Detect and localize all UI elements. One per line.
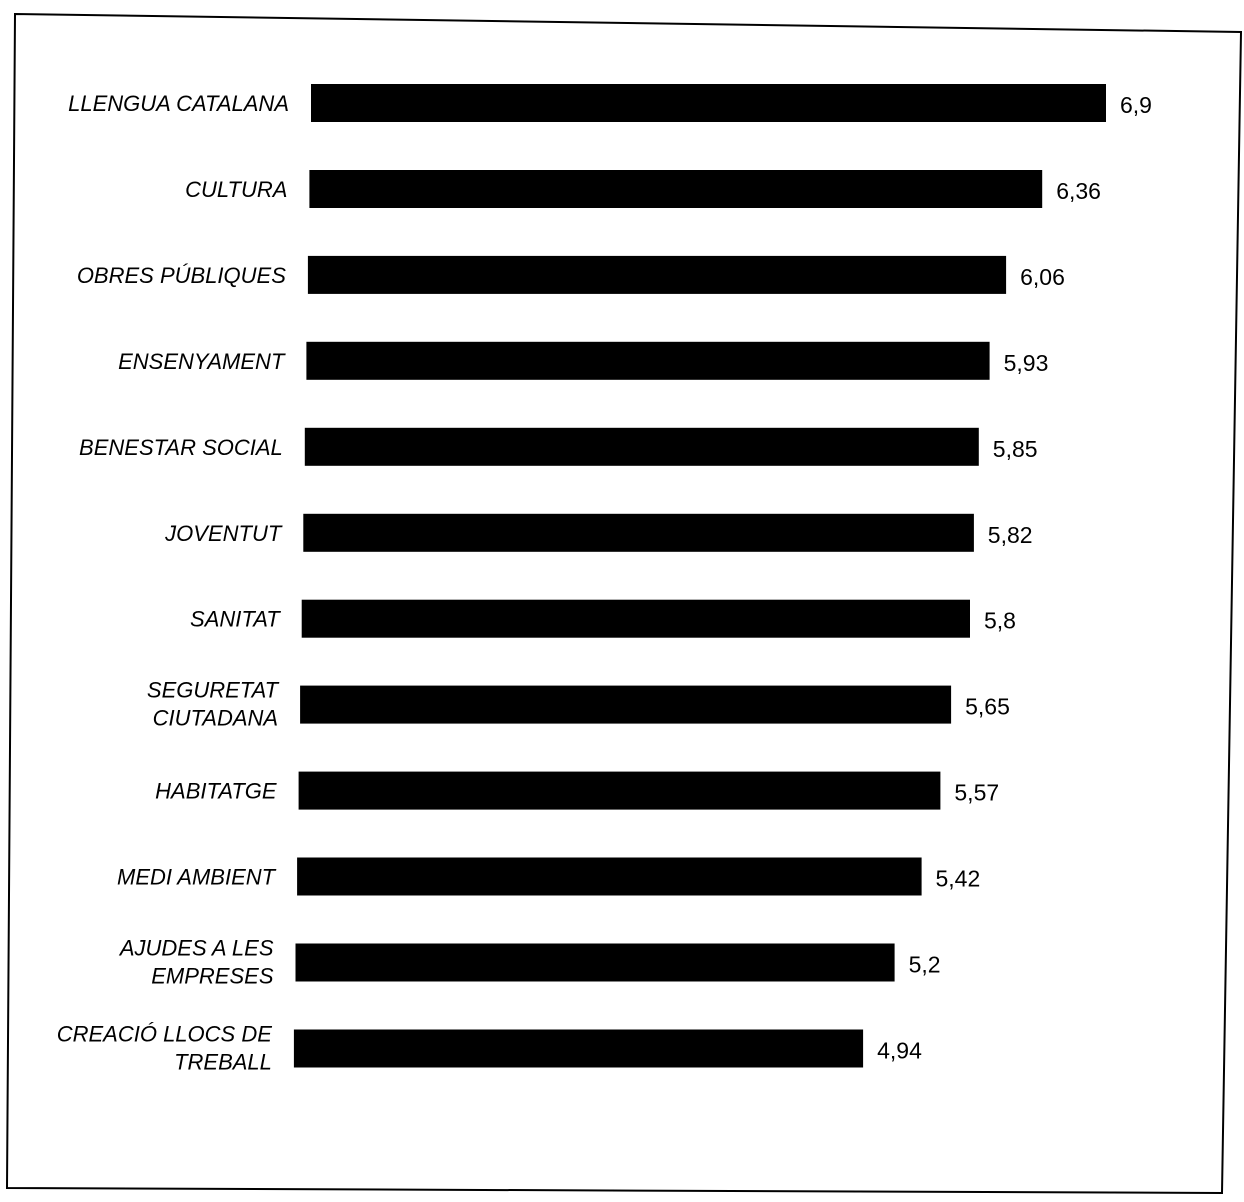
category-label: CREACIÓ LLOCS DE TREBALL xyxy=(57,1022,272,1075)
bar-value-label: 5,2 xyxy=(909,952,941,978)
bar-value-label: 5,57 xyxy=(954,780,999,806)
category-label: HABITATGE xyxy=(155,779,277,804)
bar-value-label: 6,36 xyxy=(1056,178,1101,204)
bar xyxy=(309,170,1043,208)
bar-value-label: 5,82 xyxy=(988,522,1033,548)
bar-value-label: 5,93 xyxy=(1004,350,1049,376)
bar xyxy=(293,1029,864,1068)
bar-value-label: 6,06 xyxy=(1020,264,1065,290)
category-label: ENSENYAMENT xyxy=(118,349,286,374)
bar-value-label: 5,65 xyxy=(965,694,1010,720)
bars-layer: 6,9 LLENGUA CATALANA 6,36 CULTURA 6,06 OBRES … xyxy=(57,84,1152,1075)
bar xyxy=(295,943,895,982)
bar xyxy=(311,84,1106,122)
category-label: CULTURA xyxy=(185,177,287,202)
bar xyxy=(307,255,1007,294)
category-label: MEDI AMBIENT xyxy=(117,865,277,890)
bar-value-label: 4,94 xyxy=(877,1038,922,1064)
category-label: OBRES PÚBLIQUES xyxy=(77,263,286,288)
bar-value-label: 5,8 xyxy=(984,608,1016,634)
category-label: JOVENTUT xyxy=(164,521,283,546)
category-label: SEGURETAT CIUTADANA xyxy=(147,678,280,731)
chart-border xyxy=(5,12,1243,1195)
bar xyxy=(298,771,941,810)
bar xyxy=(297,857,922,896)
bar xyxy=(304,427,979,466)
bar xyxy=(300,685,952,724)
category-label: SANITAT xyxy=(190,607,281,632)
bar xyxy=(306,341,990,380)
category-label: AJUDES A LES EMPRESES xyxy=(118,936,274,989)
bar-value-label: 5,85 xyxy=(993,436,1038,462)
bar xyxy=(301,599,970,638)
category-label: BENESTAR SOCIAL xyxy=(79,435,283,460)
bar-value-label: 5,42 xyxy=(936,866,981,892)
bar xyxy=(303,513,974,552)
bar-value-label: 6,9 xyxy=(1120,92,1152,118)
category-label: LLENGUA CATALANA xyxy=(68,91,289,116)
